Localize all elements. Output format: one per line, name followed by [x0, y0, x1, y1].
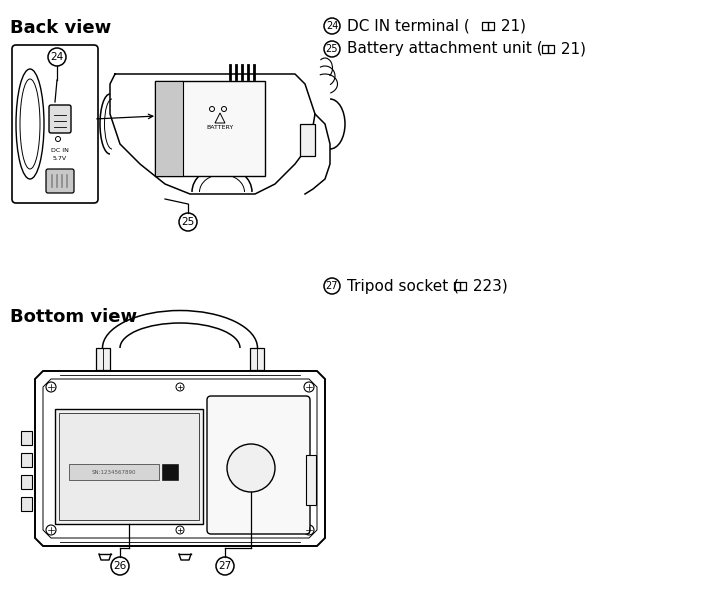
Bar: [162, 464, 178, 480]
Bar: [155, 81, 183, 176]
Text: 27: 27: [218, 561, 231, 571]
FancyBboxPatch shape: [12, 45, 98, 203]
Text: Bottom view: Bottom view: [10, 308, 137, 326]
Text: 21): 21): [496, 19, 526, 33]
Text: Battery attachment unit (: Battery attachment unit (: [347, 42, 543, 57]
Bar: [96, 348, 110, 370]
Bar: [306, 455, 316, 505]
Text: SN:1234567890: SN:1234567890: [92, 469, 136, 475]
Text: 25: 25: [181, 217, 195, 227]
Bar: [21, 453, 32, 467]
FancyBboxPatch shape: [207, 396, 310, 534]
Text: 27: 27: [326, 281, 338, 291]
Polygon shape: [35, 371, 325, 546]
Bar: [21, 431, 32, 445]
Bar: [69, 464, 159, 480]
Text: Back view: Back view: [10, 19, 111, 37]
Text: 5.7V: 5.7V: [53, 156, 67, 161]
Circle shape: [234, 451, 268, 485]
FancyBboxPatch shape: [46, 169, 74, 193]
Bar: [155, 81, 265, 176]
Bar: [21, 475, 32, 489]
Text: 25: 25: [326, 44, 338, 54]
Text: 24: 24: [326, 21, 338, 31]
Text: 21): 21): [556, 42, 586, 57]
Circle shape: [227, 444, 275, 492]
FancyBboxPatch shape: [49, 105, 71, 133]
Text: DC IN terminal (: DC IN terminal (: [347, 19, 470, 33]
Text: BATTERY: BATTERY: [206, 125, 233, 130]
Bar: [250, 348, 264, 370]
Text: 26: 26: [113, 561, 127, 571]
Bar: [21, 497, 32, 511]
Bar: [59, 413, 199, 520]
Text: Tripod socket (: Tripod socket (: [347, 278, 459, 294]
Circle shape: [246, 463, 256, 473]
Text: DC IN: DC IN: [161, 88, 177, 93]
Text: 223): 223): [468, 278, 508, 294]
Bar: [55, 409, 203, 524]
Text: DC IN: DC IN: [51, 149, 69, 153]
Text: 24: 24: [50, 52, 64, 62]
Circle shape: [241, 458, 261, 478]
Bar: [300, 124, 315, 156]
